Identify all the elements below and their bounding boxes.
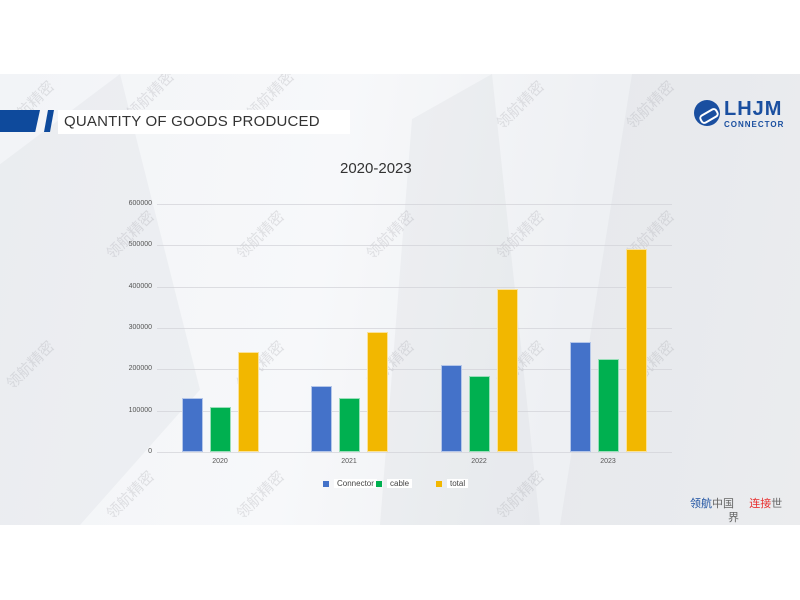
header-title-box (58, 110, 350, 134)
bar-connector-2020 (181, 398, 203, 452)
gridline (157, 245, 672, 247)
x-axis-tick-label: 2020 (212, 458, 228, 465)
gridline (157, 328, 672, 329)
legend-label: Connector (334, 479, 377, 488)
bar-connector-2023 (569, 342, 591, 452)
bar-connector-2021 (310, 385, 332, 452)
y-axis-tick-label: 600000 (128, 200, 152, 207)
gridline (157, 286, 672, 288)
legend-label: total (447, 479, 469, 488)
slogan-text: 领航 (690, 498, 712, 510)
legend-swatch (323, 480, 329, 487)
bar-total-2021 (366, 332, 388, 452)
y-axis-tick-label: 300000 (128, 324, 152, 331)
y-axis-tick-label: 100000 (128, 406, 152, 414)
gridline (157, 410, 672, 412)
slogan-text: 界 (728, 512, 739, 524)
legend-item-cable: cable (376, 479, 413, 488)
slogan: 领航中国 连接世 界 (690, 497, 790, 525)
gridline (157, 369, 672, 371)
slogan-text: 连接 (749, 498, 772, 510)
watermark: 领航精密 (232, 467, 288, 523)
slogan-text: 世 (771, 498, 783, 510)
header-accent-bar (0, 110, 40, 132)
legend-item-connector: Connector (323, 479, 377, 488)
bar-total-2020 (237, 351, 259, 452)
gridline (157, 452, 672, 453)
page-title: QUANTITY OF GOODS PRODUCED (64, 113, 320, 130)
legend-label: cable (387, 479, 413, 488)
y-axis-tick-label: 200000 (128, 365, 152, 373)
bar-cable-2022 (468, 375, 490, 452)
logo-name: LHJM (724, 98, 783, 120)
slide-background: 领航精密 领航精密 领航精密 领航精密 领航精密 领航精密 领航精密 领航精密 … (0, 74, 800, 525)
y-axis-tick-label: 400000 (128, 282, 152, 290)
bar-total-2022 (496, 288, 518, 452)
y-axis-tick-label: 500000 (128, 241, 152, 249)
slogan-text: 中国 (712, 498, 734, 510)
x-axis-tick-label: 2022 (471, 458, 487, 465)
header-accent-stripe (44, 110, 54, 132)
watermark: 领航精密 (232, 207, 288, 263)
x-axis-tick-label: 2023 (600, 458, 616, 465)
legend-swatch (436, 480, 442, 487)
bar-connector-2022 (440, 365, 462, 452)
gridline (157, 204, 672, 205)
chart-title: 2020-2023 (340, 160, 412, 177)
legend-item-total: total (436, 479, 469, 488)
logo-subtitle: CONNECTOR (724, 120, 785, 129)
y-axis-tick-label: 0 (148, 448, 152, 455)
building-background-left (0, 74, 200, 525)
x-axis-tick-label: 2021 (341, 458, 357, 465)
legend-swatch (376, 480, 382, 487)
company-logo: LHJM CONNECTOR (694, 98, 794, 132)
bar-cable-2023 (597, 359, 619, 452)
paperclip-connector-icon (694, 100, 721, 126)
bar-total-2023 (625, 249, 647, 452)
bar-cable-2020 (209, 406, 231, 452)
watermark: 领航精密 (492, 77, 548, 133)
bar-cable-2021 (338, 398, 360, 452)
